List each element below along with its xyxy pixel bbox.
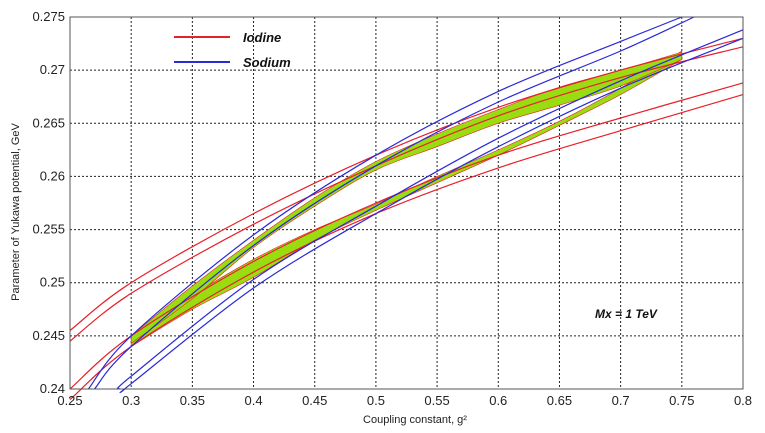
series-line-sodium [119, 37, 744, 394]
y-tick-label: 0.27 [40, 62, 65, 77]
x-axis-label: Coupling constant, g² [363, 414, 467, 426]
x-tick-label: 0.65 [547, 393, 572, 408]
x-tick-label: 0.55 [424, 393, 449, 408]
y-tick-label: 0.245 [32, 328, 65, 343]
x-tick-label: 0.6 [489, 393, 507, 408]
overlap-region [130, 51, 683, 344]
plot-frame [69, 16, 744, 390]
y-tick-label: 0.255 [32, 222, 65, 237]
x-tick-label: 0.45 [302, 393, 327, 408]
legend: Iodine Sodium [174, 30, 291, 70]
x-tick-label: 0.4 [245, 393, 263, 408]
series-curves [69, 16, 744, 401]
y-tick-label: 0.25 [40, 275, 65, 290]
series-line-sodium [87, 16, 683, 390]
legend-label-sodium: Sodium [243, 55, 291, 70]
series-line-sodium [94, 16, 695, 390]
x-tick-label: 0.7 [612, 393, 630, 408]
x-tick-label: 0.35 [180, 393, 205, 408]
y-axis-label: Parameter of Yukawa potential, GeV [10, 122, 22, 300]
overlap-regions [130, 50, 683, 348]
x-tick-label: 0.25 [57, 393, 82, 408]
y-tick-label: 0.265 [32, 115, 65, 130]
y-tick-label: 0.24 [40, 381, 65, 396]
y-tick-label: 0.26 [40, 168, 65, 183]
series-line-sodium [116, 29, 744, 390]
x-tick-labels: 0.25 0.3 0.35 0.4 0.45 0.5 0.55 0.6 0.65 0.7 0.75 0… [57, 393, 752, 408]
series-line-iodine [69, 46, 744, 342]
x-tick-label: 0.3 [122, 393, 140, 408]
y-tick-label: 0.275 [32, 9, 65, 24]
x-tick-label: 0.5 [367, 393, 385, 408]
series-line-iodine [69, 37, 744, 331]
series-line-iodine [69, 82, 744, 390]
y-tick-labels: 0.24 0.245 0.25 0.255 0.26 0.265 0.27 0.275 [32, 9, 65, 396]
x-tick-label: 0.8 [734, 393, 752, 408]
legend-label-iodine: Iodine [243, 30, 281, 45]
x-tick-label: 0.75 [669, 393, 694, 408]
mass-annotation: Mx = 1 TeV [595, 307, 658, 321]
